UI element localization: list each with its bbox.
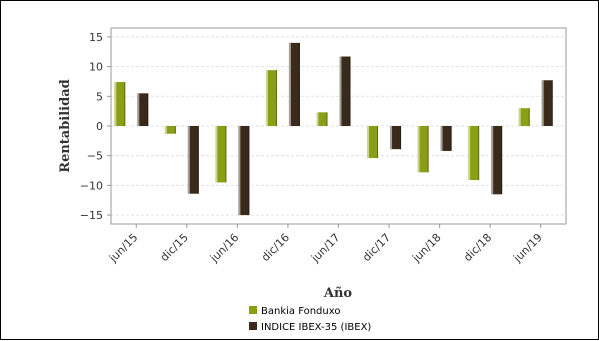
bar-ibex-35-dic-15[interactable] bbox=[187, 126, 199, 194]
legend: Bankia Fonduxo INDICE IBEX-35 (IBEX) bbox=[249, 306, 371, 333]
legend-label: INDICE IBEX-35 (IBEX) bbox=[261, 322, 371, 333]
bar-ibex-35-jun-19[interactable] bbox=[541, 80, 553, 126]
y-tick-label: −10 bbox=[80, 179, 103, 192]
x-axis-ticks: jun/15 dic/15 jun/16 dic/16 jun/17 dic/17 jun/… bbox=[106, 224, 545, 265]
x-tick-label: dic/18 bbox=[461, 231, 494, 264]
bar-ibex-35-jun-18[interactable] bbox=[440, 126, 452, 151]
bar-bankia-fonduxo-jun-18[interactable] bbox=[417, 126, 429, 173]
bar-bankia-fonduxo-dic-18[interactable] bbox=[468, 126, 480, 181]
bar-ibex-35-jun-17[interactable] bbox=[339, 56, 351, 126]
bar-bankia-fonduxo-dic-15[interactable] bbox=[164, 126, 176, 134]
x-tick-label: jun/16 bbox=[207, 231, 241, 265]
bar-ibex-35-dic-17[interactable] bbox=[390, 126, 402, 150]
y-tick-label: 5 bbox=[96, 90, 103, 103]
x-tick-label: jun/18 bbox=[409, 231, 443, 265]
legend-swatch bbox=[249, 306, 257, 314]
y-tick-label: −15 bbox=[80, 209, 103, 222]
bar-ibex-35-jun-15[interactable] bbox=[137, 93, 149, 126]
y-axis-title: Rentabilidad bbox=[58, 79, 73, 172]
y-tick-label: 15 bbox=[89, 31, 103, 44]
y-tick-label: 0 bbox=[96, 120, 103, 133]
y-tick-label: 10 bbox=[89, 61, 103, 74]
bar-bankia-fonduxo-jun-15[interactable] bbox=[114, 82, 126, 126]
legend-label: Bankia Fonduxo bbox=[261, 306, 340, 317]
x-tick-label: dic/16 bbox=[259, 231, 292, 264]
x-tick-label: jun/15 bbox=[106, 231, 140, 265]
x-tick-label: dic/15 bbox=[158, 231, 191, 264]
bar-bankia-fonduxo-jun-16[interactable] bbox=[215, 126, 227, 183]
gridlines bbox=[111, 36, 566, 216]
legend-item-ibex-35[interactable]: INDICE IBEX-35 (IBEX) bbox=[249, 322, 371, 333]
bar-bankia-fonduxo-dic-16[interactable] bbox=[265, 70, 277, 126]
bar-ibex-35-dic-16[interactable] bbox=[288, 42, 300, 127]
bar-ibex-35-dic-18[interactable] bbox=[491, 126, 503, 195]
bar-ibex-35-jun-16[interactable] bbox=[238, 126, 250, 216]
bar-bankia-fonduxo-jun-17[interactable] bbox=[316, 112, 328, 126]
bar-bankia-fonduxo-dic-17[interactable] bbox=[367, 126, 379, 159]
y-axis-ticks: 15 10 5 0 −5 −10 −15 bbox=[80, 31, 111, 222]
x-tick-label: jun/19 bbox=[510, 231, 544, 265]
x-axis-title: Año bbox=[323, 286, 353, 301]
bars bbox=[114, 42, 553, 216]
legend-swatch bbox=[249, 322, 257, 330]
x-tick-label: dic/17 bbox=[360, 231, 393, 264]
legend-item-bankia-fonduxo[interactable]: Bankia Fonduxo bbox=[249, 306, 340, 317]
bar-bankia-fonduxo-jun-19[interactable] bbox=[518, 108, 530, 126]
x-tick-label: jun/17 bbox=[308, 231, 342, 265]
y-tick-label: −5 bbox=[87, 150, 103, 163]
